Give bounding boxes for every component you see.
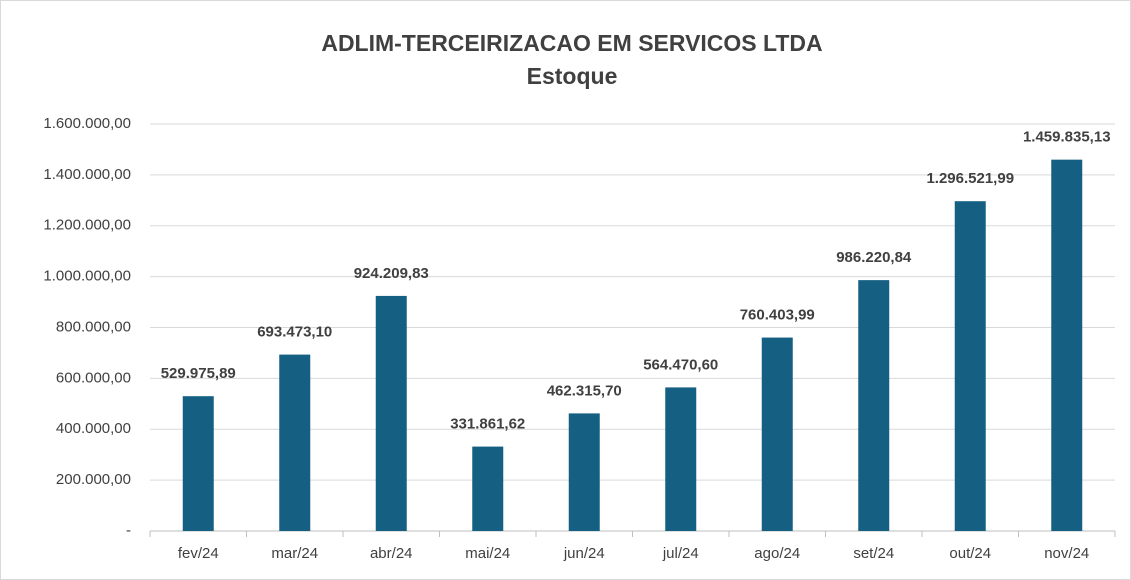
value-label: 924.209,83 [354, 265, 429, 282]
chart-subtitle: Estoque [527, 63, 618, 89]
bar [761, 337, 793, 531]
y-tick-label: 1.400.000,00 [43, 166, 131, 183]
x-tick-label: abr/24 [370, 545, 413, 562]
x-tick-label: ago/24 [754, 545, 800, 562]
x-tick-label: mai/24 [465, 545, 510, 562]
x-tick-label: fev/24 [178, 545, 219, 562]
y-tick-label: - [126, 522, 131, 539]
value-label: 564.470,60 [643, 356, 718, 373]
bar [472, 446, 504, 531]
x-tick-label: set/24 [853, 545, 894, 562]
x-tick-label: out/24 [949, 545, 991, 562]
x-tick-label: mar/24 [271, 545, 318, 562]
value-label: 986.220,84 [836, 249, 912, 266]
bar [858, 280, 890, 531]
value-label: 331.861,62 [450, 416, 525, 433]
y-tick-label: 200.000,00 [56, 471, 131, 488]
value-label: 1.296.521,99 [926, 170, 1014, 187]
bar [954, 201, 986, 532]
bar [665, 387, 697, 531]
bar [1051, 159, 1083, 532]
bar [568, 413, 600, 531]
y-tick-label: 1.000.000,00 [43, 268, 131, 285]
x-tick-label: nov/24 [1044, 545, 1089, 562]
value-label: 529.975,89 [161, 365, 236, 382]
y-tick-label: 400.000,00 [56, 420, 131, 437]
y-tick-label: 1.200.000,00 [43, 217, 131, 234]
value-label: 462.315,70 [547, 382, 622, 399]
x-tick-label: jun/24 [563, 545, 605, 562]
y-tick-label: 800.000,00 [56, 318, 131, 335]
value-label: 1.459.835,13 [1023, 129, 1111, 146]
y-tick-label: 1.600.000,00 [43, 115, 131, 132]
bar [182, 396, 214, 531]
bar [279, 354, 311, 531]
value-label: 693.473,10 [257, 324, 332, 341]
bar [375, 295, 407, 531]
x-tick-label: jul/24 [662, 545, 699, 562]
chart-title: ADLIM-TERCEIRIZACAO EM SERVICOS LTDA [321, 30, 822, 56]
y-tick-label: 600.000,00 [56, 369, 131, 386]
value-label: 760.403,99 [740, 307, 815, 324]
